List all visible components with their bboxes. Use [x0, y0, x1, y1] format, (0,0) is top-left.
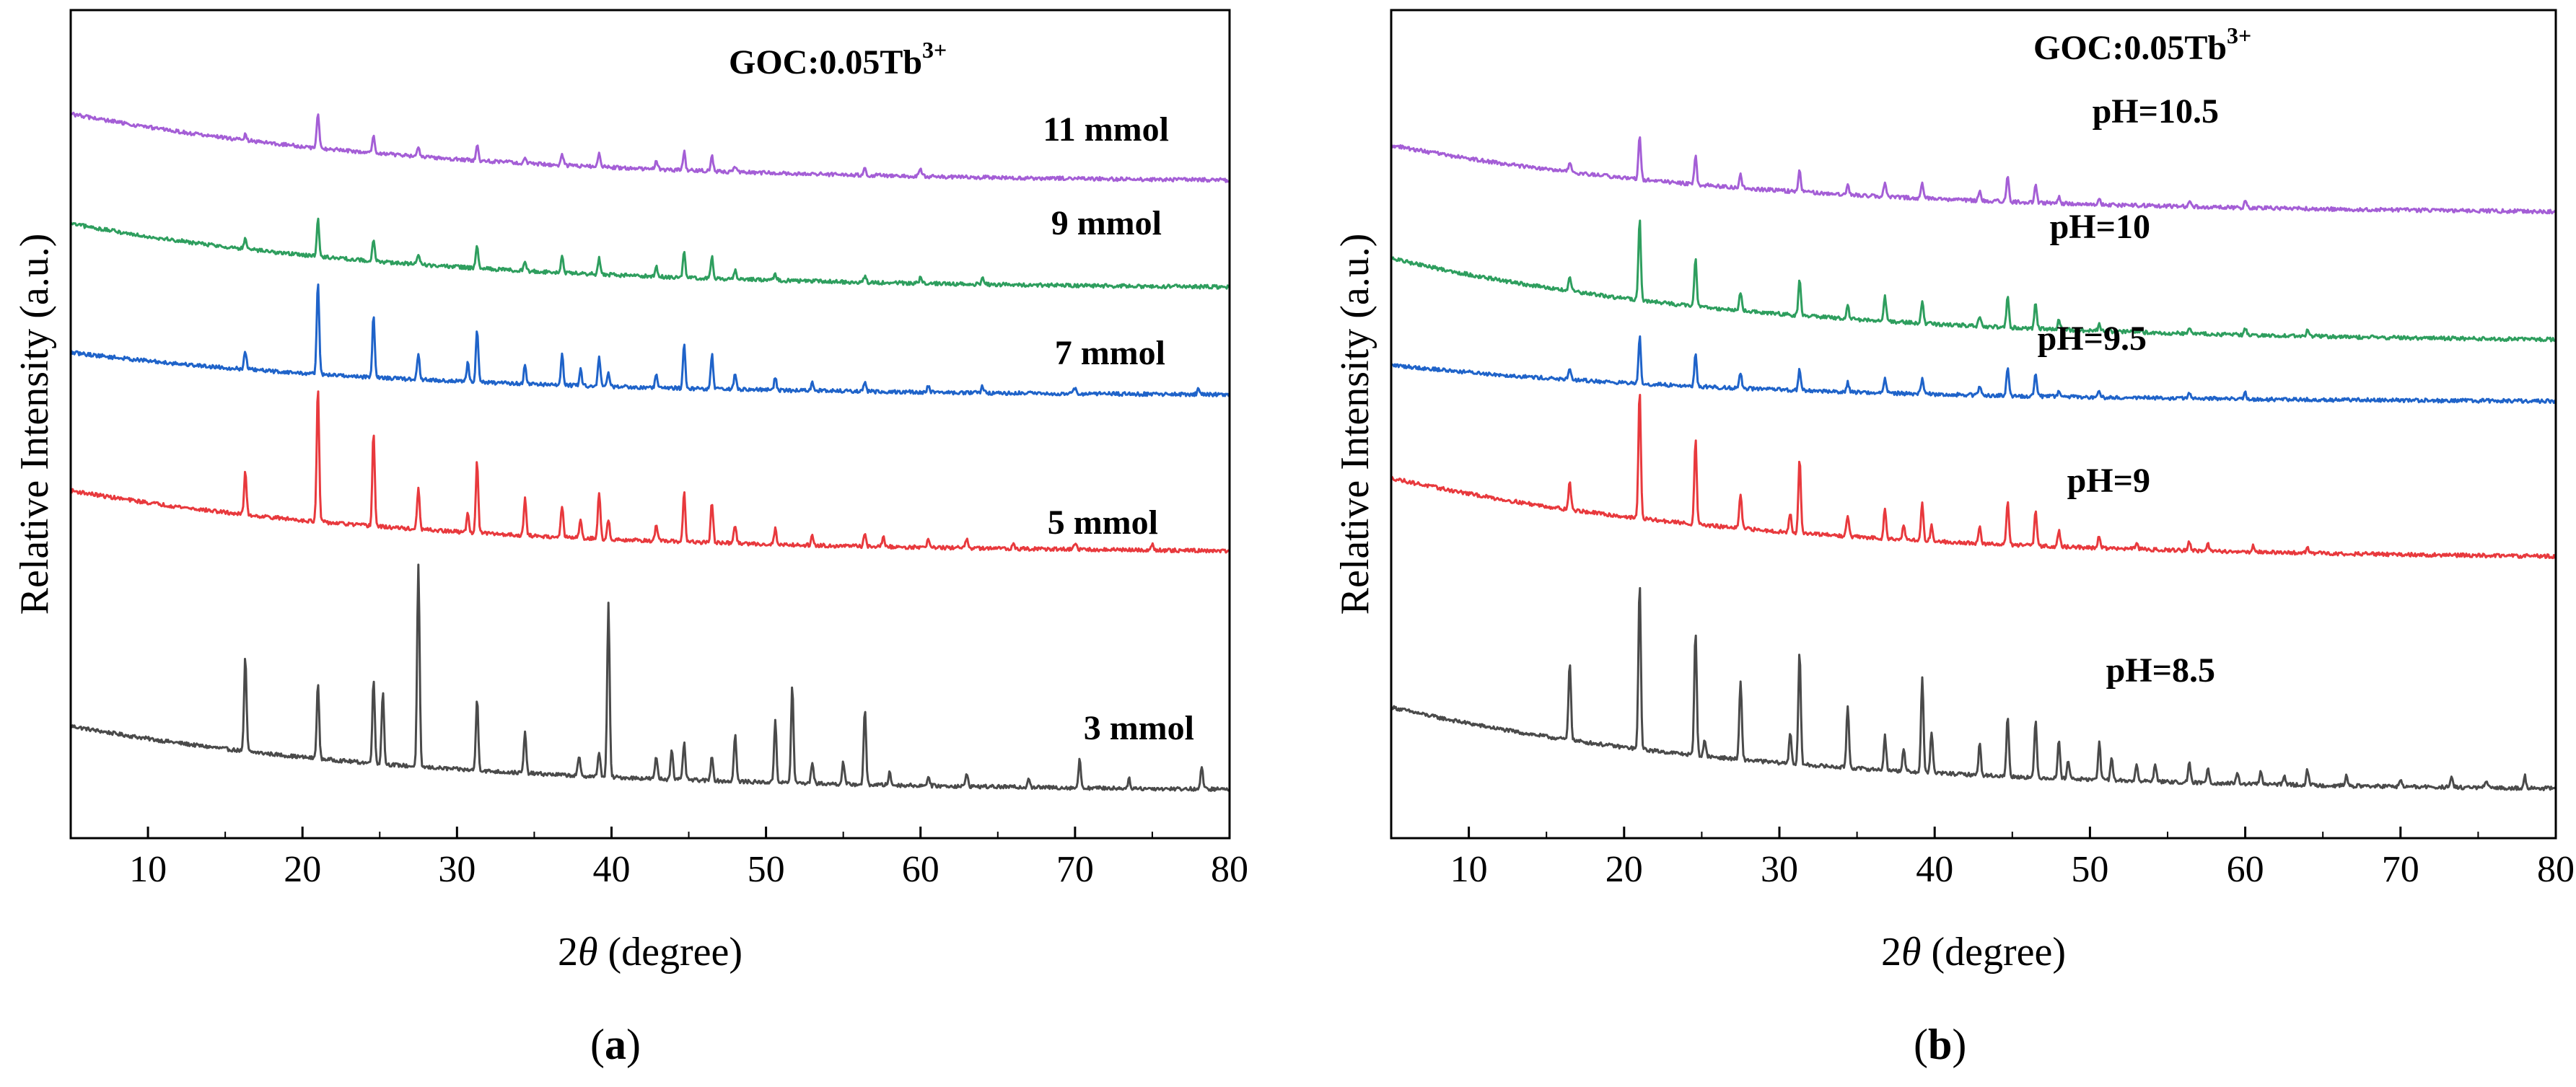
x-tick-label: 50	[748, 849, 785, 890]
series-label: pH=10.5	[2093, 92, 2219, 131]
x-tick-label: 30	[438, 849, 476, 890]
panel-a-series-labels: 3 mmol 5 mmol 7 mmol 9 mmol 11 mmol	[1043, 110, 1194, 747]
series-line-pH-8.5	[1390, 586, 2557, 791]
panel-a-ticks: 10 20 30 40 50 60 70 80	[70, 827, 1248, 890]
panel-a-label: (a)	[590, 1021, 641, 1068]
panel-b-plot-frame	[1390, 9, 2557, 840]
panel-b-ylabel: Relative Intensity (a.u.)	[1333, 234, 1377, 615]
panel-b-xlabel: 2θ (degree)	[1881, 930, 2066, 974]
x-tick-label: 60	[2227, 849, 2264, 890]
panel-b-label: (b)	[1914, 1021, 1966, 1068]
panel-b-series	[1390, 136, 2557, 791]
panel-a-series	[69, 111, 1231, 792]
series-label: pH=9.5	[2038, 320, 2147, 358]
x-tick-label: 30	[1761, 849, 1798, 890]
series-line-pH-9.5	[1390, 335, 2557, 405]
series-label: 3 mmol	[1084, 709, 1194, 747]
x-tick-label: 80	[2537, 849, 2575, 890]
series-line-pH-9	[1390, 394, 2557, 560]
panel-a-title: GOC:0.05Tb3+	[729, 37, 947, 82]
panel-a-xlabel: 2θ (degree)	[558, 930, 742, 974]
series-line-pH-10.5	[1390, 136, 2557, 215]
series-label: pH=9	[2067, 462, 2150, 500]
series-line-9-mmol	[70, 217, 1231, 290]
series-label: 5 mmol	[1048, 503, 1158, 542]
x-tick-label: 20	[284, 849, 321, 890]
panel-b: 10 20 30 40 50 60 70 80 pH=8.5pH=9pH=9.5pH=10pH…	[1333, 9, 2575, 1068]
x-tick-label: 10	[1450, 849, 1488, 890]
panel-b-ticks: 10 20 30 40 50 60 70 80	[1390, 827, 2575, 890]
x-tick-label: 40	[592, 849, 630, 890]
series-line-3-mmol	[69, 563, 1230, 792]
series-line-5-mmol	[69, 390, 1231, 554]
series-label: 9 mmol	[1051, 204, 1162, 242]
x-tick-label: 40	[1916, 849, 1953, 890]
x-tick-label: 10	[129, 849, 167, 890]
series-line-7-mmol	[70, 283, 1230, 397]
series-line-11-mmol	[69, 111, 1230, 183]
panel-a-plot-frame	[69, 9, 1231, 840]
panel-a-ylabel: Relative Intensity (a.u.)	[12, 234, 57, 615]
x-tick-label: 60	[902, 849, 939, 890]
series-line-pH-10	[1390, 219, 2557, 343]
series-label: pH=8.5	[2106, 651, 2215, 690]
x-tick-label: 20	[1605, 849, 1643, 890]
x-tick-label: 70	[1056, 849, 1094, 890]
series-label: pH=10	[2050, 208, 2150, 246]
x-tick-label: 70	[2382, 849, 2419, 890]
panel-b-title: GOC:0.05Tb3+	[2033, 22, 2251, 67]
x-tick-label: 50	[2071, 849, 2108, 890]
series-label: 11 mmol	[1043, 110, 1169, 149]
series-label: 7 mmol	[1055, 334, 1165, 372]
panel-a: 10 20 30 40 50 60 70 80 3 mmol 5 mmol 7 mmol 9 mmo…	[12, 9, 1248, 1068]
x-tick-label: 80	[1211, 849, 1248, 890]
panel-b-series-labels: pH=8.5 pH=9 pH=9.5 pH=10 pH=10.5	[2038, 92, 2219, 690]
